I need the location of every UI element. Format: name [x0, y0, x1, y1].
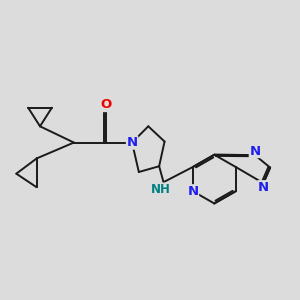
Text: N: N: [249, 145, 260, 158]
Text: N: N: [258, 181, 269, 194]
Text: N: N: [188, 185, 199, 198]
Text: NH: NH: [151, 183, 171, 196]
Text: N: N: [127, 136, 138, 149]
Text: O: O: [100, 98, 112, 112]
